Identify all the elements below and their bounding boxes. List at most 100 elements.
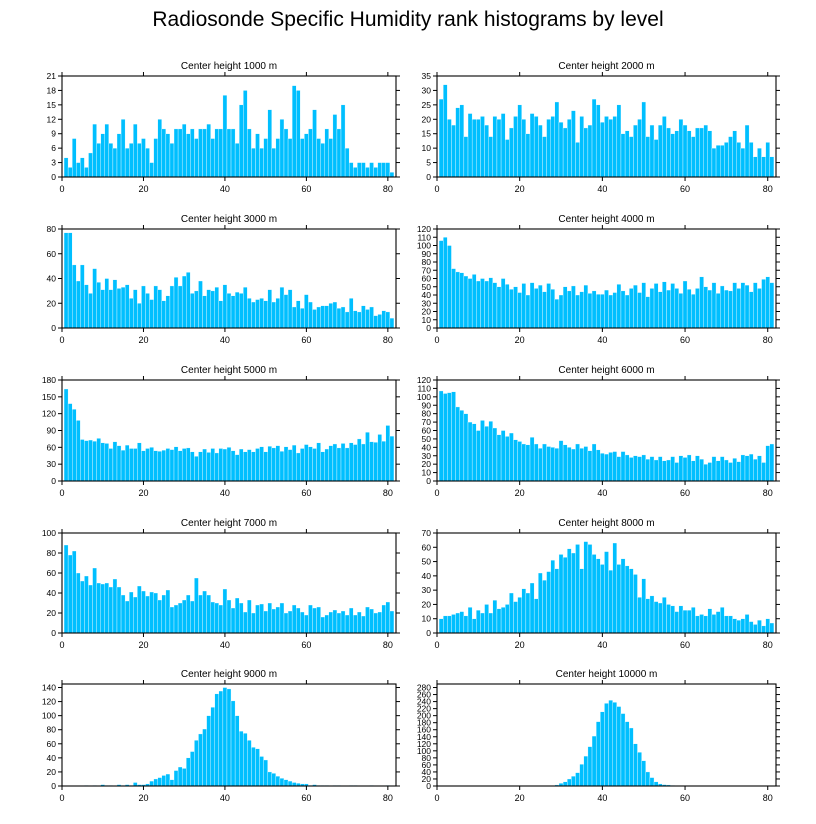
histogram-bar <box>365 309 370 329</box>
x-tick-label: 20 <box>138 184 148 194</box>
histogram-bar <box>670 133 675 178</box>
histogram-bar <box>505 436 510 482</box>
x-tick-label: 20 <box>138 335 148 345</box>
histogram-bar <box>447 119 452 178</box>
histogram-bar <box>381 310 386 329</box>
histogram-bar <box>571 448 576 482</box>
histogram-bar <box>108 143 114 178</box>
histogram-bar <box>312 448 317 482</box>
histogram-bar <box>190 600 195 634</box>
histogram-bar <box>304 614 309 634</box>
histogram-bar <box>328 445 334 482</box>
histogram-bar <box>471 274 477 329</box>
histogram-bar <box>80 439 85 482</box>
histogram-bar <box>169 143 175 178</box>
histogram-bar <box>296 300 301 329</box>
histogram-bar <box>769 156 775 178</box>
histogram-bar <box>583 284 589 329</box>
histogram-bar <box>550 289 555 329</box>
histogram-bar <box>529 282 535 329</box>
histogram-bar <box>740 618 746 634</box>
histogram-bar <box>620 133 626 178</box>
histogram-bar <box>194 290 199 329</box>
histogram-bar <box>761 462 766 482</box>
histogram-bar <box>744 614 750 634</box>
y-tick-label: 0 <box>426 476 431 486</box>
histogram-bar <box>529 113 535 178</box>
y-tick-label: 180 <box>417 718 431 728</box>
histogram-bar <box>369 162 374 178</box>
histogram-bar <box>542 291 547 329</box>
x-tick-label: 40 <box>220 488 230 498</box>
y-tick-label: 0 <box>51 323 56 333</box>
histogram-bar <box>591 735 597 787</box>
histogram-bar <box>674 130 680 178</box>
histogram-bar <box>373 612 378 634</box>
histogram-bar <box>757 455 762 482</box>
histogram-bar <box>753 282 758 329</box>
histogram-bar <box>645 771 651 787</box>
histogram-bar <box>463 275 469 329</box>
histogram-bar <box>169 449 175 482</box>
panel-title: Center height 1000 m <box>181 61 277 72</box>
histogram-bar <box>234 597 240 634</box>
histogram-bar <box>92 440 97 482</box>
histogram-bar <box>308 446 313 482</box>
x-tick-label: 20 <box>515 793 525 803</box>
histogram-bar <box>736 142 742 178</box>
histogram-bar <box>271 773 277 787</box>
histogram-bar <box>463 413 469 482</box>
histogram-bar <box>202 128 207 178</box>
histogram-bar <box>259 298 264 329</box>
histogram-bar <box>616 706 622 787</box>
histogram-bar <box>214 286 219 329</box>
histogram-bar <box>361 162 366 178</box>
y-tick-label: 260 <box>417 690 431 700</box>
histogram-bar <box>271 447 277 482</box>
histogram-bar <box>480 116 485 178</box>
histogram-bar <box>145 448 150 482</box>
histogram-bar <box>316 442 321 482</box>
histogram-bar <box>438 98 444 178</box>
x-tick-label: 60 <box>680 793 690 803</box>
histogram-bar <box>579 116 584 178</box>
histogram-bar <box>120 286 126 329</box>
histogram-bar <box>287 780 293 787</box>
x-tick-label: 60 <box>301 488 311 498</box>
x-tick-label: 20 <box>138 793 148 803</box>
histogram-bar <box>521 283 527 329</box>
histogram-bar <box>129 298 134 329</box>
histogram-bar <box>451 124 456 178</box>
histogram-bar <box>492 599 498 634</box>
histogram-bar <box>533 598 539 634</box>
histogram-bar <box>116 586 122 634</box>
histogram-bar <box>76 420 81 482</box>
histogram-bar <box>308 301 313 329</box>
histogram-bar <box>340 610 346 634</box>
histogram-bar <box>259 756 264 787</box>
histogram-bar <box>753 156 758 178</box>
histogram-bar <box>112 578 118 634</box>
histogram-bar <box>500 430 506 482</box>
histogram-bar <box>353 167 358 178</box>
y-tick-label: 10 <box>422 468 432 478</box>
histogram-bar <box>682 124 688 178</box>
histogram-bar <box>226 599 232 634</box>
histogram-bar <box>259 446 264 482</box>
histogram-bar <box>357 611 362 634</box>
histogram-bar <box>484 280 489 329</box>
histogram-bar <box>500 113 506 178</box>
histogram-bar <box>92 268 97 329</box>
histogram-bar <box>198 280 203 329</box>
histogram-bar <box>633 284 638 329</box>
y-tick-label: 0 <box>426 323 431 333</box>
histogram-bar <box>92 567 97 634</box>
histogram-bar <box>279 286 285 329</box>
histogram-bar <box>533 288 539 329</box>
y-tick-label: 40 <box>47 753 57 763</box>
x-tick-label: 40 <box>597 488 607 498</box>
histogram-bar <box>476 280 481 329</box>
histogram-bar <box>316 606 321 634</box>
histogram-bar <box>587 293 593 329</box>
